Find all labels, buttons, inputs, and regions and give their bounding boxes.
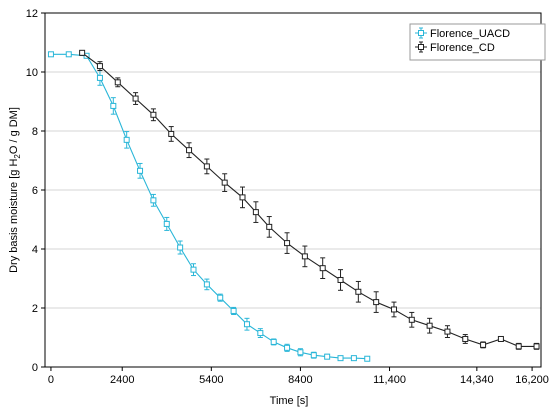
data-point [337,355,344,362]
data-point [137,167,144,174]
x-tick-label: 5400 [199,374,223,386]
data-point [221,179,228,186]
data-point [203,163,210,170]
data-point [390,306,397,313]
data-point [319,265,326,272]
data-point [497,335,504,342]
x-tick-label: 0 [48,374,54,386]
data-point [123,136,130,143]
y-tick-label: 12 [26,8,38,20]
data-point [533,343,540,350]
data-point [324,353,331,360]
x-tick-label: 16,200 [515,374,549,386]
axes [41,12,542,371]
data-point [96,74,103,81]
legend-marker [418,44,424,50]
data-point [190,266,197,273]
series-layer [47,49,540,362]
data-point [186,147,193,154]
y-tick-label: 4 [32,244,38,256]
x-tick-label: 11,400 [373,374,406,386]
data-point [168,130,175,137]
grid-lines [45,71,541,309]
data-point [462,335,469,342]
data-point [132,95,139,102]
data-point [266,223,273,230]
series-Florence_UACD [47,51,371,362]
data-point [355,288,362,295]
y-axis-title: Dry basis moisture [g H2O / g DM] [8,107,22,273]
y-tick-label: 10 [26,67,38,79]
data-point [252,209,259,216]
data-point [47,51,54,58]
x-tick-label: 2400 [110,374,134,386]
legend-label: Florence_CD [430,42,495,54]
data-point [426,322,433,329]
y-tick-label: 8 [32,126,38,138]
legend-label: Florence_UACD [430,28,510,40]
plot-frame [44,12,542,368]
data-point [96,63,103,70]
data-point [79,49,86,56]
data-point [239,194,246,201]
legend-entry: Florence_CD [415,41,495,54]
data-point [284,344,291,351]
data-point [203,281,210,288]
y-tick-label: 0 [32,362,38,374]
data-point [110,102,117,109]
data-point [230,307,237,314]
data-point [65,51,72,58]
y-tick-label: 6 [32,185,38,197]
data-point [444,328,451,335]
legend-box [409,23,546,61]
legend-marker [418,30,424,36]
x-tick-label: 14,340 [460,374,494,386]
data-point [297,349,304,356]
y-tick-label: 2 [32,303,38,315]
data-point [301,253,308,260]
data-point [150,111,157,118]
data-point [150,197,157,204]
legend: Florence_UACD Florence_CD [409,23,546,61]
data-point [373,299,380,306]
data-point [114,79,121,86]
data-point [480,341,487,348]
legend-entry: Florence_UACD [415,27,510,40]
data-point [243,321,250,328]
data-point [337,276,344,283]
data-point [163,220,170,227]
x-tick-label: 8400 [288,374,312,386]
data-point [177,244,184,251]
series-Florence_CD [79,49,540,350]
data-point [515,343,522,350]
data-point [310,352,317,359]
data-point [408,316,415,323]
tick-labels: 0 2 4 6 8 10 12 0 2400 5400 8400 11,400 14,340 16,200 [26,8,549,386]
data-point [217,294,224,301]
data-point [350,355,357,362]
data-point [257,330,264,337]
x-axis-title: Time [s] [270,395,309,407]
data-point [284,240,291,247]
data-point [364,355,371,362]
data-point [270,338,277,345]
